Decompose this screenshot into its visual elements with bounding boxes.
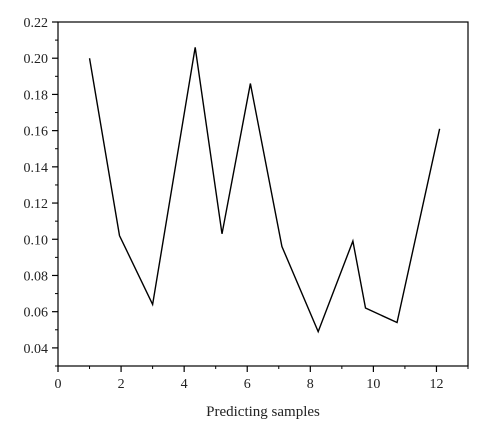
x-tick-label: 10 [366, 377, 380, 392]
y-tick-label: 0.14 [24, 161, 49, 176]
y-tick-label: 0.16 [24, 125, 49, 140]
y-tick-label: 0.12 [24, 197, 49, 212]
y-tick-label: 0.04 [24, 342, 49, 357]
major-ticks [52, 21, 438, 372]
y-tick-label: 0.08 [24, 269, 49, 284]
x-tick-label: 6 [244, 377, 251, 392]
x-axis-title: Predicting samples [206, 404, 320, 420]
x-tick-label: 12 [429, 377, 443, 392]
y-tick-labels: 0.04 0.06 0.08 0.10 0.12 0.14 0.16 0.18 0.20 0.22 [24, 16, 49, 357]
x-tick-label: 8 [307, 377, 314, 392]
y-tick-label: 0.06 [24, 306, 49, 321]
plot-frame [57, 21, 469, 367]
series-line [88, 47, 441, 334]
y-tick-label: 0.10 [24, 233, 49, 248]
minor-ticks [55, 39, 469, 369]
y-tick-label: 0.20 [24, 52, 49, 67]
y-tick-label: 0.18 [24, 88, 49, 103]
x-tick-labels: 0 2 4 6 8 10 12 [55, 377, 444, 392]
x-tick-label: 2 [118, 377, 125, 392]
y-tick-label: 0.22 [24, 16, 49, 31]
x-tick-label: 4 [181, 377, 188, 392]
x-tick-label: 0 [55, 377, 62, 392]
series-layer [88, 47, 441, 334]
